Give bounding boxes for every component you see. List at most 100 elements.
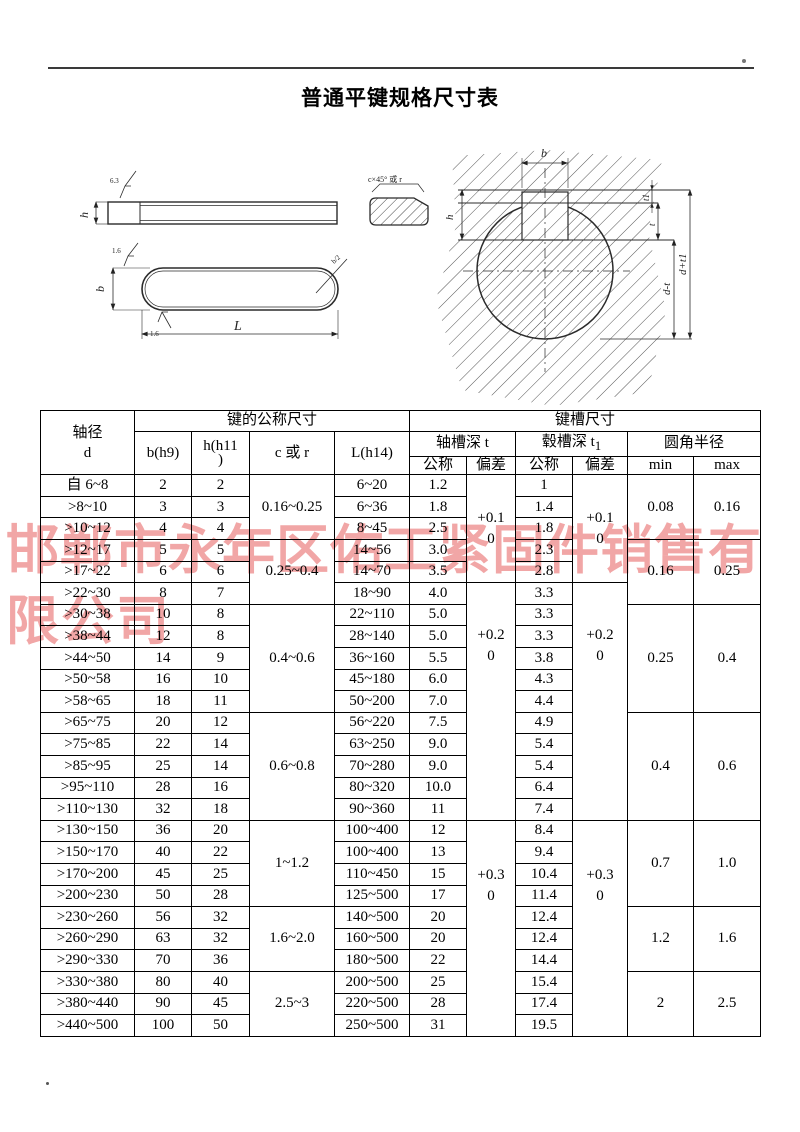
table-row: >260~290 63 32 160~500 20 12.4: [40, 927, 761, 951]
cell-t-nominal: 3.0: [409, 539, 468, 562]
cell-t-nominal: 1.8: [409, 495, 468, 519]
cell-t1-nominal: 10.4: [515, 862, 574, 886]
table-row: >38~44 12 8 28~140 5.0 3.3: [40, 625, 761, 648]
cell-b: 16: [134, 668, 192, 692]
chamfer-note: c×45° 或 r: [368, 174, 402, 184]
cell-t-nominal: 25: [409, 970, 468, 994]
cell-t-nominal: 10.0: [409, 776, 468, 800]
cell-L: 90~360: [333, 798, 411, 821]
shaft-h-label: h: [444, 214, 456, 220]
table-row: >85~95 25 14 70~280 9.0 5.4: [40, 754, 761, 778]
cell-t1-nominal: 14.4: [515, 949, 574, 972]
cell-b: 63: [134, 927, 192, 951]
table-row: >65~75 20 12 0.6~0.8 56~220 7.5 4.9 0.4 0.6: [40, 711, 762, 821]
cell-h: 2: [191, 474, 250, 497]
cell-h: 12: [191, 711, 250, 735]
t1-dim-label: t1: [641, 194, 651, 201]
cell-t-nominal: 9.0: [409, 754, 468, 778]
header-t-deviation: 偏差: [466, 455, 517, 476]
cell-c-or-r: 0.6~0.8: [249, 711, 335, 821]
cell-b: 36: [134, 819, 192, 843]
cell-t1-nominal: 2.8: [515, 560, 574, 584]
cell-h: 22: [191, 841, 250, 864]
cell-radius-max: 1.0: [693, 819, 762, 908]
cell-shaft-diameter: >65~75: [40, 711, 135, 735]
table-row: >75~85 22 14 63~250 9.0 5.4: [40, 733, 761, 756]
cell-shaft-diameter: >110~130: [40, 798, 135, 821]
cell-b: 20: [134, 711, 192, 735]
cell-radius-max: 0.25: [693, 539, 762, 605]
cell-shaft-diameter: >230~260: [40, 906, 135, 929]
table-row: >380~440 90 45 220~500 28 17.4: [40, 992, 761, 1016]
cell-b: 10: [134, 603, 192, 627]
cell-h: 36: [191, 949, 250, 972]
key-top-view: [110, 242, 348, 339]
cell-t1-deviation: +0.3 0: [572, 819, 629, 1037]
cell-t1-nominal: 3.3: [515, 603, 574, 627]
cell-radius-max: 0.4: [693, 603, 762, 713]
spec-table-header: 轴径 d 键的公称尺寸 键槽尺寸 b(h9) h(h11 ) c 或 r L(h…: [40, 409, 762, 476]
cell-L: 220~500: [333, 992, 411, 1016]
cell-shaft-diameter: >10~12: [40, 517, 135, 541]
header-hub-groove-depth: 毂槽深 t1: [515, 431, 629, 457]
cell-t1-nominal: 5.4: [515, 754, 574, 778]
cell-shaft-diameter: >22~30: [40, 582, 135, 605]
cell-L: 45~180: [333, 668, 411, 692]
cell-L: 100~400: [333, 841, 411, 864]
cell-b: 12: [134, 625, 192, 648]
cell-b: 2: [134, 474, 192, 497]
cell-h: 4: [191, 517, 250, 541]
cell-shaft-diameter: >38~44: [40, 625, 135, 648]
cell-shaft-diameter: >170~200: [40, 862, 135, 886]
cell-t-deviation: +0.1 0: [466, 474, 517, 584]
shaft-b-label: b: [541, 146, 547, 160]
cell-t1-nominal: 12.4: [515, 906, 574, 929]
cell-t1-deviation: +0.2 0: [572, 582, 629, 821]
cell-c-or-r: 1.6~2.0: [249, 906, 335, 972]
cell-t-nominal: 1.2: [409, 474, 468, 497]
cell-shaft-diameter: >17~22: [40, 560, 135, 584]
cell-shaft-diameter: >44~50: [40, 647, 135, 670]
roughness-value-side: 6.3: [110, 177, 119, 185]
cell-shaft-diameter: >30~38: [40, 603, 135, 627]
cell-b: 28: [134, 776, 192, 800]
cell-h: 14: [191, 754, 250, 778]
cell-b: 3: [134, 495, 192, 519]
table-row: >12~17 5 5 0.25~0.4 14~56 3.0 2.3 0.16 0.25: [40, 539, 762, 605]
cell-L: 200~500: [333, 970, 411, 994]
cell-h: 32: [191, 906, 250, 929]
cell-h: 32: [191, 927, 250, 951]
cell-shaft-diameter: >130~150: [40, 819, 135, 843]
d-minus-t-label: d-t: [661, 282, 673, 295]
cell-L: 18~90: [333, 582, 411, 605]
length-dim-label: L: [233, 319, 242, 334]
header-t1-deviation: 偏差: [572, 455, 629, 476]
cell-h: 14: [191, 733, 250, 756]
table-row: >440~500 100 50 250~500 31 19.5: [40, 1014, 761, 1037]
cell-t-nominal: 13: [409, 841, 468, 864]
cell-radius-max: 2.5: [693, 970, 762, 1037]
cell-b: 4: [134, 517, 192, 541]
cell-shaft-diameter: >150~170: [40, 841, 135, 864]
cell-radius-min: 0.7: [627, 819, 695, 908]
cell-t1-nominal: 1.4: [515, 495, 574, 519]
cell-b: 90: [134, 992, 192, 1016]
table-row: >50~58 16 10 45~180 6.0 4.3: [40, 668, 761, 692]
scan-mark-bottom-left: [46, 1082, 49, 1085]
cell-L: 63~250: [333, 733, 411, 756]
cell-radius-min: 0.25: [627, 603, 695, 713]
cell-b: 22: [134, 733, 192, 756]
cell-t-nominal: 17: [409, 884, 468, 908]
cell-t1-nominal: 15.4: [515, 970, 574, 994]
table-row: >170~200 45 25 110~450 15 10.4: [40, 862, 761, 886]
cell-c-or-r: 1~1.2: [249, 819, 335, 908]
cell-L: 140~500: [333, 906, 411, 929]
cell-h: 25: [191, 862, 250, 886]
table-row: >30~38 10 8 0.4~0.6 22~110 5.0 3.3 0.25 0.4: [40, 603, 762, 713]
cell-L: 100~400: [333, 819, 411, 843]
cell-t-nominal: 6.0: [409, 668, 468, 692]
cell-h: 8: [191, 625, 250, 648]
cell-t1-deviation: +0.1 0: [572, 474, 629, 584]
d-plus-t1-label: d+t1: [677, 254, 689, 275]
